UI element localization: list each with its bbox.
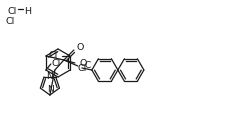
Text: O: O bbox=[77, 44, 84, 52]
Text: N: N bbox=[47, 85, 54, 94]
Text: Cl: Cl bbox=[5, 17, 14, 26]
Text: N: N bbox=[46, 72, 53, 81]
Text: H: H bbox=[24, 7, 31, 16]
Text: Cl: Cl bbox=[78, 64, 87, 73]
Text: Cl: Cl bbox=[52, 58, 61, 68]
Text: O: O bbox=[80, 58, 87, 68]
Text: C: C bbox=[85, 60, 91, 70]
Text: Cl: Cl bbox=[7, 7, 16, 16]
Text: Cl: Cl bbox=[49, 52, 58, 60]
